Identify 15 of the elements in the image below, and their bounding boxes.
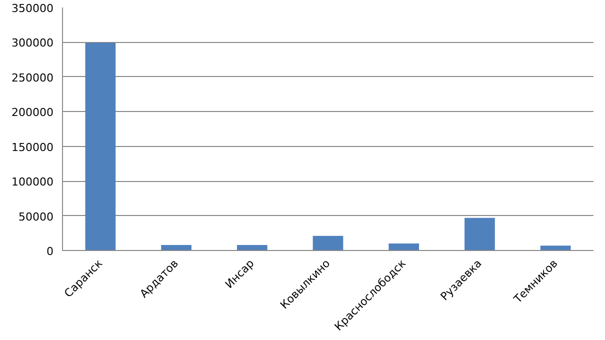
y-tick-label: 0 [46,245,54,258]
bar [161,244,192,250]
y-tick-label: 150000 [12,140,54,154]
y-tick-label: 350000 [12,2,54,15]
bar [464,218,495,250]
y-tick-label: 200000 [12,106,54,120]
y-tick-label: 300000 [12,36,54,50]
bar [388,244,420,250]
bar [312,236,344,250]
bar [236,244,268,250]
y-tick-label: 50000 [18,210,54,224]
bar [85,42,116,250]
bar [540,246,571,250]
y-tick-label: 250000 [12,71,54,84]
y-tick-label: 100000 [12,176,54,189]
